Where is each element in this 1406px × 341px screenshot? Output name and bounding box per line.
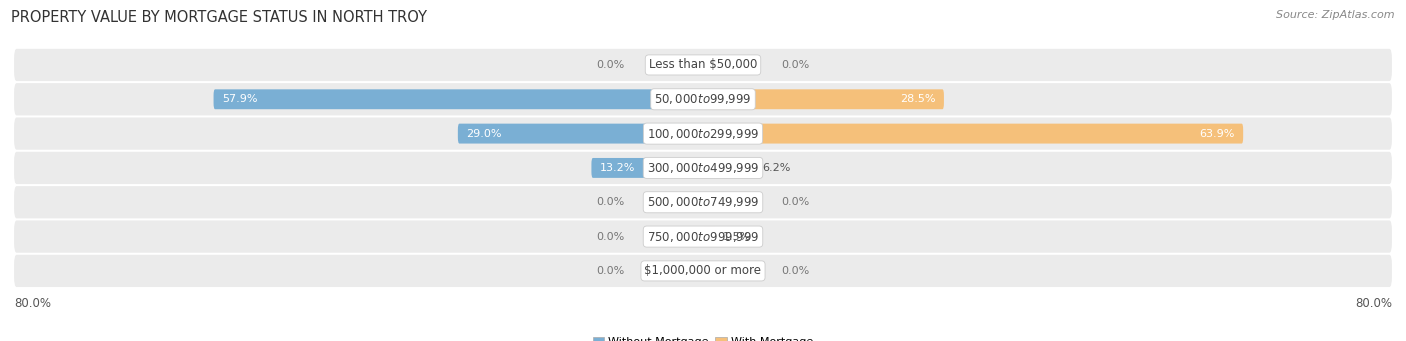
FancyBboxPatch shape xyxy=(14,83,1392,115)
Text: 6.2%: 6.2% xyxy=(762,163,790,173)
Text: 29.0%: 29.0% xyxy=(467,129,502,138)
Text: 1.5%: 1.5% xyxy=(723,232,751,241)
Text: $50,000 to $99,999: $50,000 to $99,999 xyxy=(654,92,752,106)
FancyBboxPatch shape xyxy=(703,89,943,109)
Text: 28.5%: 28.5% xyxy=(900,94,935,104)
Text: 0.0%: 0.0% xyxy=(596,197,624,207)
FancyBboxPatch shape xyxy=(703,227,716,247)
FancyBboxPatch shape xyxy=(214,89,703,109)
Text: 0.0%: 0.0% xyxy=(596,232,624,241)
Text: 0.0%: 0.0% xyxy=(782,60,810,70)
Text: 0.0%: 0.0% xyxy=(782,197,810,207)
Text: 13.2%: 13.2% xyxy=(600,163,636,173)
FancyBboxPatch shape xyxy=(14,186,1392,218)
Text: $500,000 to $749,999: $500,000 to $749,999 xyxy=(647,195,759,209)
FancyBboxPatch shape xyxy=(458,124,703,144)
FancyBboxPatch shape xyxy=(14,152,1392,184)
Text: 0.0%: 0.0% xyxy=(596,266,624,276)
Text: $1,000,000 or more: $1,000,000 or more xyxy=(644,264,762,277)
FancyBboxPatch shape xyxy=(14,49,1392,81)
Text: 57.9%: 57.9% xyxy=(222,94,257,104)
Text: $750,000 to $999,999: $750,000 to $999,999 xyxy=(647,229,759,243)
Text: $300,000 to $499,999: $300,000 to $499,999 xyxy=(647,161,759,175)
FancyBboxPatch shape xyxy=(703,158,755,178)
Text: PROPERTY VALUE BY MORTGAGE STATUS IN NORTH TROY: PROPERTY VALUE BY MORTGAGE STATUS IN NOR… xyxy=(11,10,427,25)
Text: 80.0%: 80.0% xyxy=(1355,297,1392,310)
Text: Less than $50,000: Less than $50,000 xyxy=(648,58,758,72)
Legend: Without Mortgage, With Mortgage: Without Mortgage, With Mortgage xyxy=(588,332,818,341)
FancyBboxPatch shape xyxy=(14,117,1392,150)
Text: 63.9%: 63.9% xyxy=(1199,129,1234,138)
FancyBboxPatch shape xyxy=(703,124,1243,144)
FancyBboxPatch shape xyxy=(14,255,1392,287)
Text: 0.0%: 0.0% xyxy=(596,60,624,70)
Text: $100,000 to $299,999: $100,000 to $299,999 xyxy=(647,127,759,140)
FancyBboxPatch shape xyxy=(14,220,1392,253)
FancyBboxPatch shape xyxy=(592,158,703,178)
Text: 80.0%: 80.0% xyxy=(14,297,51,310)
Text: Source: ZipAtlas.com: Source: ZipAtlas.com xyxy=(1277,10,1395,20)
Text: 0.0%: 0.0% xyxy=(782,266,810,276)
